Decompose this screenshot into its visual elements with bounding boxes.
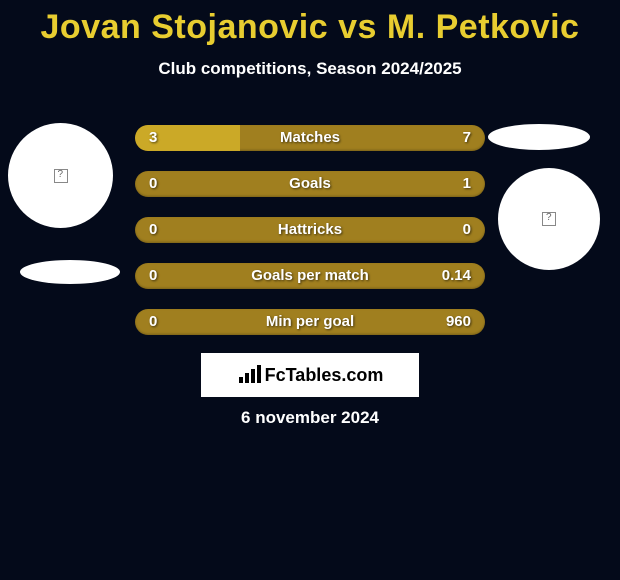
brand-logo-icon bbox=[237, 363, 261, 388]
title-player1: Jovan Stojanovic bbox=[41, 8, 329, 46]
avatar-player1 bbox=[8, 123, 113, 228]
brand-text: FcTables.com bbox=[265, 365, 384, 386]
stat-label: Hattricks bbox=[135, 217, 485, 243]
placeholder-image-icon bbox=[542, 212, 556, 226]
stat-label: Goals bbox=[135, 171, 485, 197]
stat-bars: 3 Matches 7 0 Goals 1 0 Hattricks 0 0 Go… bbox=[135, 125, 485, 355]
brand-box: FcTables.com bbox=[201, 353, 419, 397]
stat-value-right: 0.14 bbox=[442, 263, 471, 289]
stat-label: Min per goal bbox=[135, 309, 485, 335]
avatar-shadow-right bbox=[488, 124, 590, 150]
stat-label: Matches bbox=[135, 125, 485, 151]
stat-bar: 0 Goals per match 0.14 bbox=[135, 263, 485, 289]
stat-value-right: 7 bbox=[463, 125, 471, 151]
stat-label: Goals per match bbox=[135, 263, 485, 289]
comparison-infographic: Jovan Stojanovic vs M. Petkovic Club com… bbox=[0, 0, 620, 580]
stat-bar: 3 Matches 7 bbox=[135, 125, 485, 151]
avatar-shadow-left bbox=[20, 260, 120, 284]
stat-value-right: 0 bbox=[463, 217, 471, 243]
stat-value-right: 1 bbox=[463, 171, 471, 197]
page-title: Jovan Stojanovic vs M. Petkovic bbox=[0, 0, 620, 47]
stat-bar: 0 Hattricks 0 bbox=[135, 217, 485, 243]
title-player2: M. Petkovic bbox=[387, 8, 580, 46]
stat-bar: 0 Goals 1 bbox=[135, 171, 485, 197]
avatar-player2 bbox=[498, 168, 600, 270]
stat-bar: 0 Min per goal 960 bbox=[135, 309, 485, 335]
date-label: 6 november 2024 bbox=[0, 408, 620, 428]
title-vs: vs bbox=[338, 8, 377, 46]
subtitle: Club competitions, Season 2024/2025 bbox=[0, 59, 620, 79]
placeholder-image-icon bbox=[54, 169, 68, 183]
stat-value-right: 960 bbox=[446, 309, 471, 335]
